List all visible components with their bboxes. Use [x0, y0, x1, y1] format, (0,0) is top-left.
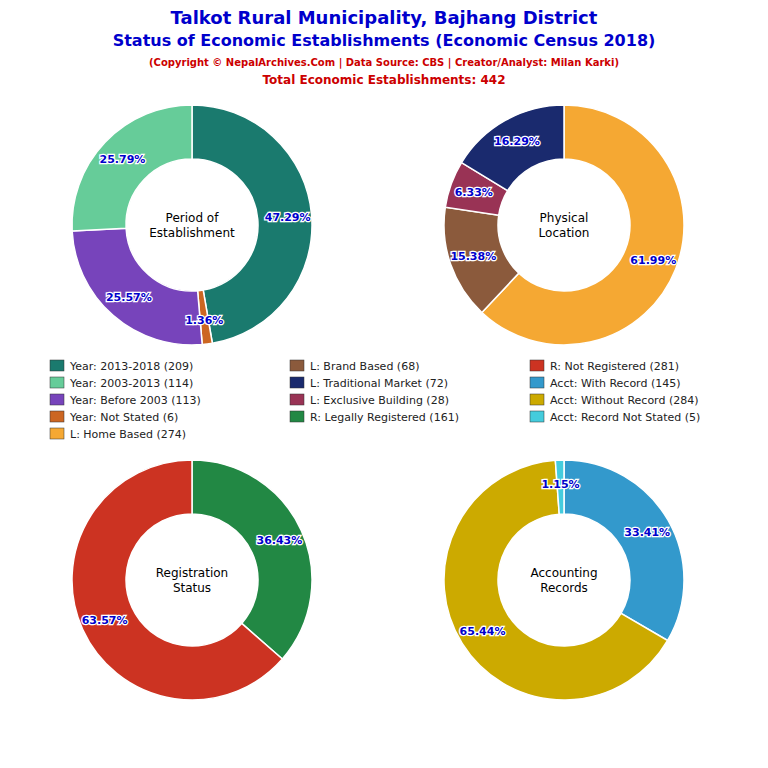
legend-swatch — [50, 394, 64, 405]
data-label: 63.57% — [82, 614, 128, 627]
data-label: 47.29% — [265, 211, 311, 224]
legend-swatch — [530, 377, 544, 388]
donut-chart — [444, 105, 684, 345]
legend-label: Year: Before 2003 (113) — [69, 394, 201, 407]
legend-swatch — [290, 394, 304, 405]
subtitle: (Copyright © NepalArchives.Com | Data So… — [149, 57, 619, 69]
legend-label: L: Exclusive Building (28) — [310, 394, 449, 407]
donut-chart — [72, 460, 312, 700]
legend: Year: 2013-2018 (209) Year: 2003-2013 (11… — [50, 360, 700, 441]
center-label: Period ofEstablishment — [149, 211, 235, 240]
legend-swatch — [50, 377, 64, 388]
legend-swatch — [290, 360, 304, 371]
legend-label: Year: 2003-2013 (114) — [69, 377, 193, 390]
data-label: 15.38% — [450, 250, 496, 263]
title: Status of Economic Establishments (Econo… — [113, 31, 656, 50]
legend-label: Year: 2013-2018 (209) — [69, 360, 193, 373]
legend-label: Acct: With Record (145) — [550, 377, 681, 390]
donut-slice — [564, 460, 684, 640]
legend-swatch — [50, 428, 64, 439]
data-label: 65.44% — [460, 625, 506, 638]
donut-chart — [444, 460, 684, 700]
data-label: 6.33% — [455, 186, 493, 199]
donut-chart — [72, 105, 312, 345]
center-label: PhysicalLocation — [539, 211, 590, 240]
title: Talkot Rural Municipality, Bajhang Distr… — [171, 7, 598, 28]
data-label: 25.79% — [100, 153, 146, 166]
legend-swatch — [290, 377, 304, 388]
data-label: 33.41% — [624, 526, 670, 539]
legend-swatch — [50, 411, 64, 422]
legend-swatch — [530, 394, 544, 405]
legend-swatch — [530, 411, 544, 422]
data-label: 61.99% — [630, 254, 676, 267]
donut-slice — [192, 460, 312, 659]
center-label: AccountingRecords — [530, 566, 597, 595]
donut-slice — [482, 105, 684, 345]
center-label: RegistrationStatus — [156, 566, 228, 595]
donut-slice — [444, 460, 668, 700]
donut-slice — [72, 228, 202, 345]
data-label: 1.36% — [185, 314, 223, 327]
data-label: 25.57% — [106, 291, 152, 304]
legend-label: Year: Not Stated (6) — [69, 411, 178, 424]
donut-slice — [444, 207, 519, 312]
legend-label: R: Legally Registered (161) — [310, 411, 459, 424]
legend-label: L: Traditional Market (72) — [310, 377, 448, 390]
legend-label: Acct: Without Record (284) — [550, 394, 699, 407]
data-label: 36.43% — [256, 534, 302, 547]
legend-label: R: Not Registered (281) — [550, 360, 679, 373]
legend-swatch — [290, 411, 304, 422]
legend-swatch — [530, 360, 544, 371]
donut-slice — [462, 105, 564, 191]
data-label: 1.15% — [541, 478, 579, 491]
legend-swatch — [50, 360, 64, 371]
chart-root: Talkot Rural Municipality, Bajhang Distr… — [0, 0, 768, 768]
data-label: 16.29% — [494, 135, 540, 148]
legend-label: Acct: Record Not Stated (5) — [550, 411, 700, 424]
donut-slice — [72, 460, 282, 700]
legend-label: L: Brand Based (68) — [310, 360, 419, 373]
subtitle: Total Economic Establishments: 442 — [263, 73, 506, 87]
legend-label: L: Home Based (274) — [70, 428, 186, 441]
